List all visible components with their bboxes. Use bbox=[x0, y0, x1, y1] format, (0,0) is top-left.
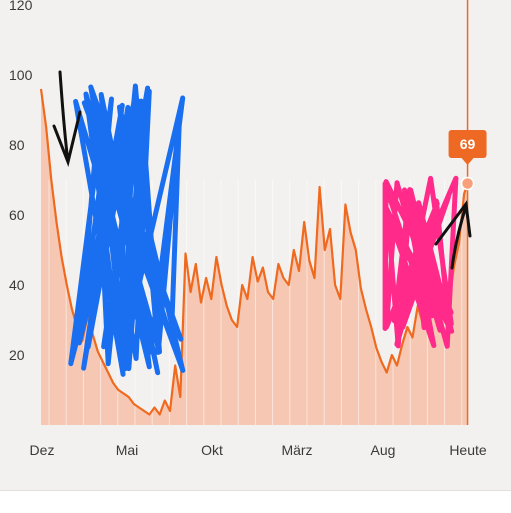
y-tick-label: 120 bbox=[9, 0, 33, 13]
x-tick-label: März bbox=[281, 442, 312, 458]
badge-pointer bbox=[462, 158, 474, 165]
current-point bbox=[462, 178, 474, 190]
x-tick-label: Mai bbox=[116, 442, 139, 458]
x-tick-label: Aug bbox=[371, 442, 396, 458]
x-tick-label: Dez bbox=[30, 442, 55, 458]
price-chart: 20 40 60 80 100 120 Dez Mai Okt März Aug Heute 69 bbox=[0, 0, 511, 490]
y-tick-label: 80 bbox=[9, 137, 25, 153]
x-tick-label: Heute bbox=[449, 442, 487, 458]
x-tick-label: Okt bbox=[201, 442, 223, 458]
current-value-label: 69 bbox=[460, 136, 476, 152]
y-tick-label: 40 bbox=[9, 277, 25, 293]
y-tick-label: 100 bbox=[9, 67, 33, 83]
bottom-panel-edge bbox=[0, 490, 511, 513]
blue-scribble bbox=[71, 86, 183, 374]
y-tick-label: 20 bbox=[9, 347, 25, 363]
y-tick-label: 60 bbox=[9, 207, 25, 223]
